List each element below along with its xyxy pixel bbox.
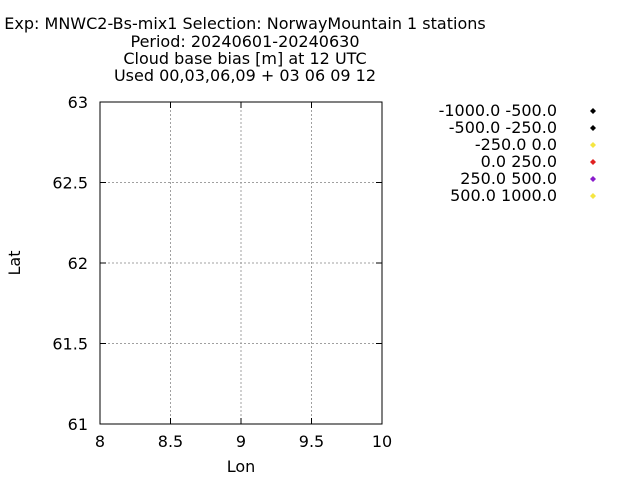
x-tick-label: 9 — [236, 432, 246, 451]
legend-label: -500.0 -250.0 — [449, 118, 557, 137]
x-tick-label: 9.5 — [299, 432, 324, 451]
x-tick-label: 8 — [95, 432, 105, 451]
chart-title-line-2: Period: 20240601-20240630 — [130, 32, 360, 51]
legend-label: -250.0 0.0 — [475, 135, 557, 154]
chart-title-line-1: Exp: MNWC2-Bs-mix1 Selection: NorwayMoun… — [4, 14, 486, 33]
legend-marker — [590, 159, 596, 165]
x-tick-label: 10 — [372, 432, 392, 451]
grid-lines — [100, 102, 382, 424]
chart-title-line-3: Cloud base bias [m] at 12 UTC — [123, 49, 367, 68]
y-tick-label: 63 — [68, 93, 88, 112]
tick-marks — [99, 101, 383, 425]
legend-marker — [590, 142, 596, 148]
legend: -1000.0 -500.0-500.0 -250.0-250.0 0.00.0… — [439, 101, 596, 205]
legend-marker — [590, 176, 596, 182]
y-axis-label: Lat — [5, 251, 24, 276]
y-tick-label: 62.5 — [52, 174, 88, 193]
legend-marker — [590, 108, 596, 114]
tick-labels: 8 8.5 9 9.5 10 61 61.5 62 62.5 63 — [52, 93, 392, 451]
chart-title-line-4: Used 00,03,06,09 + 03 06 09 12 — [113, 66, 377, 85]
legend-label: 500.0 1000.0 — [450, 186, 557, 205]
legend-label: 250.0 500.0 — [460, 169, 557, 188]
x-tick-label: 8.5 — [158, 432, 183, 451]
x-axis-label: Lon — [227, 457, 256, 476]
y-tick-label: 62 — [68, 254, 88, 273]
legend-label: -1000.0 -500.0 — [439, 101, 557, 120]
legend-marker — [590, 125, 596, 131]
y-tick-label: 61.5 — [52, 335, 88, 354]
y-tick-label: 61 — [68, 415, 88, 434]
legend-marker — [590, 193, 596, 199]
legend-label: 0.0 250.0 — [481, 152, 557, 171]
